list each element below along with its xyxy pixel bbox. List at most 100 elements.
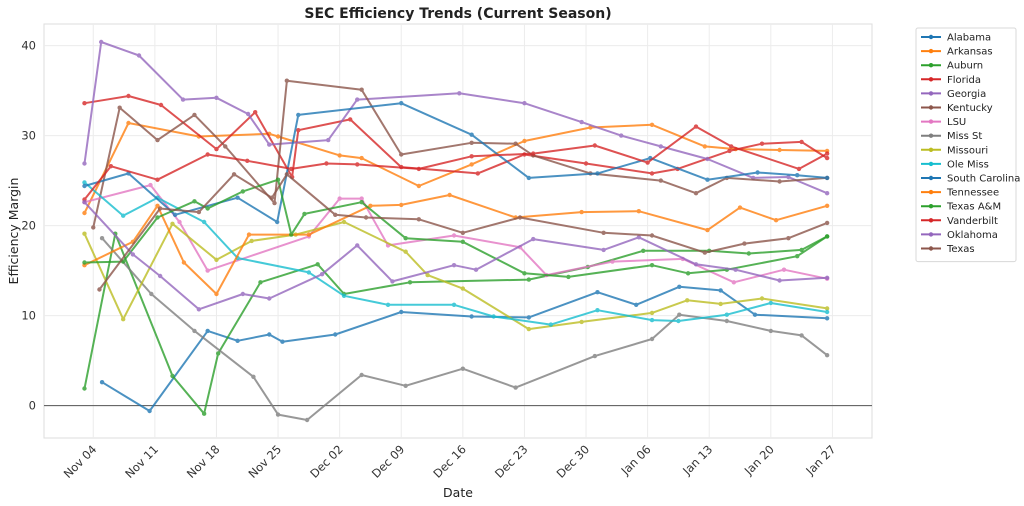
data-point-miss-st [403,383,408,388]
data-point-texas [363,215,369,220]
x-tick-label: Dec 02 [307,442,346,481]
series-kentucky [91,78,830,230]
data-point-arkansas [522,138,527,144]
data-point-texas-a-m [205,206,210,211]
data-point-arkansas [469,162,474,167]
data-point-arkansas [275,134,281,139]
legend-item: Texas [921,244,975,255]
data-point-auburn [407,280,413,285]
data-point-kentucky [469,140,474,145]
data-point-tennessee [737,205,743,210]
data-point-vanderbilt [729,144,734,149]
data-point-arkansas [359,155,364,161]
data-point-tennessee [705,227,710,233]
data-point-texas-a-m [359,200,364,205]
data-point-south-carolina [235,195,240,200]
data-point-georgia [214,95,219,101]
data-point-tennessee [214,291,219,297]
legend-label: Missouri [947,145,988,156]
series-line-georgia [83,41,828,195]
x-tick-label: Nov 25 [245,442,284,481]
data-point-vanderbilt [531,151,536,156]
data-point-miss-st [824,353,830,358]
y-tick-label: 40 [21,39,36,53]
data-point-texas [333,212,338,217]
legend-marker [928,204,934,209]
y-axis-label: Efficiency Margin [6,178,21,285]
legend-label: Texas A&M [946,202,1001,213]
data-point-alabama [633,302,639,307]
data-point-florida [824,155,830,161]
legend-marker [928,34,934,40]
data-point-auburn [799,247,804,253]
data-point-lsu [205,268,210,273]
series-florida [82,93,830,180]
data-point-missouri [526,326,532,332]
data-point-kentucky [513,141,518,146]
data-point-missouri [685,298,690,303]
data-point-georgia [355,97,360,102]
data-point-auburn [216,351,221,356]
data-point-georgia [579,119,584,125]
x-tick-label: Jan 13 [679,442,715,478]
legend-marker [928,232,934,237]
data-point-ole-miss [768,300,774,306]
data-point-texas-a-m [192,199,197,204]
data-point-oklahoma [824,275,830,280]
data-point-tennessee [399,202,404,208]
data-point-kentucky [91,225,96,230]
data-point-missouri [249,238,254,244]
legend-item: Kentucky [921,103,993,114]
data-point-ole-miss [491,314,496,319]
data-point-vanderbilt [693,124,699,129]
data-point-kentucky [223,144,228,149]
legend-marker [928,119,934,124]
data-point-oklahoma [355,243,360,248]
legend-item: Missouri [921,145,988,156]
data-point-vanderbilt [645,160,650,165]
legend-label: Arkansas [947,47,993,58]
data-point-miss-st [677,312,682,317]
series-ole-miss [82,180,830,327]
data-point-ole-miss [385,302,391,307]
data-point-miss-st [304,417,310,423]
data-point-tennessee [636,209,642,214]
legend: Alabama Arkansas Auburn Florida Georgia Kentu… [915,27,1020,263]
x-tick-label: Jan 27 [802,442,838,478]
legend-label: Auburn [947,61,983,72]
data-point-missouri [824,306,830,311]
data-point-south-carolina [755,170,760,175]
data-point-alabama [718,288,723,293]
legend-item: Texas A&M [921,202,1001,213]
data-point-ole-miss [595,308,600,313]
data-point-florida [799,139,804,145]
data-point-alabama [147,408,152,414]
data-point-miss-st [99,236,105,241]
data-point-tennessee [824,203,830,208]
data-point-oklahoma [636,235,642,240]
data-point-oklahoma [196,307,202,312]
data-point-missouri [214,257,219,262]
data-point-vanderbilt [289,166,294,172]
legend-label: Kentucky [947,103,993,114]
data-point-georgia [619,133,624,138]
data-point-georgia [136,53,142,58]
data-point-texas-a-m [460,239,466,244]
series-tennessee [82,192,830,297]
x-tick-label: Dec 09 [369,442,408,481]
data-point-lsu [781,267,787,272]
data-point-missouri [341,219,347,225]
legend-label: Ole Miss [947,159,989,170]
legend-item: Oklahoma [921,230,998,241]
data-point-texas-a-m [522,271,527,276]
data-point-ole-miss [548,322,554,327]
data-point-missouri [82,231,87,236]
data-point-arkansas [416,183,422,189]
data-point-south-carolina [469,132,474,137]
x-tick-label: Jan 06 [618,442,654,478]
data-point-kentucky [284,78,290,83]
data-point-texas-a-m [275,177,281,182]
data-point-oklahoma [531,236,536,242]
x-tick-label: Jan 20 [741,442,777,478]
series-vanderbilt [82,124,830,202]
